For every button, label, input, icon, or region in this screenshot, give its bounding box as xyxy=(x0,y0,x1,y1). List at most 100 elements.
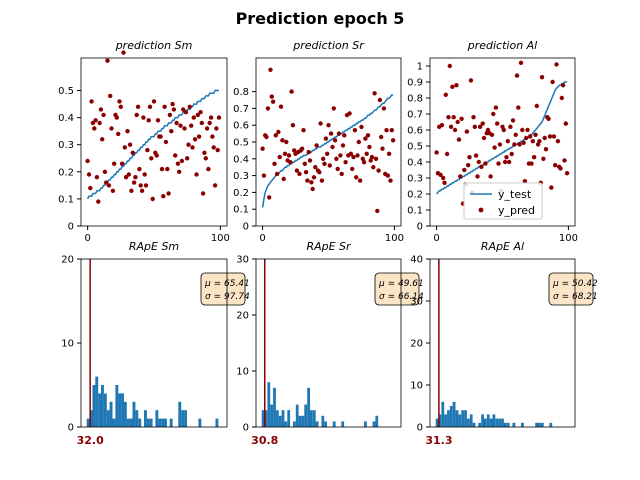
point-y-pred xyxy=(375,208,380,214)
y-tick-label: 0.5 xyxy=(58,86,74,97)
hist-bar xyxy=(135,410,139,427)
hist-bar xyxy=(455,410,459,427)
point-y-pred xyxy=(92,126,97,131)
point-y-pred xyxy=(167,112,173,118)
hist-bar xyxy=(447,410,450,427)
point-y-pred xyxy=(524,135,529,141)
point-y-pred xyxy=(357,178,363,183)
point-y-pred xyxy=(170,101,175,107)
hist-bar xyxy=(503,422,507,427)
hist-bar xyxy=(101,385,104,427)
subplot-6: 31.30 10 20 30 40 μ = 50.42σ = 68.21 RApE Al xyxy=(410,240,598,447)
hist-bar xyxy=(472,422,476,427)
point-y-pred xyxy=(555,139,561,144)
point-y-pred xyxy=(269,94,274,99)
point-y-pred xyxy=(118,104,124,110)
legend-point-swatch xyxy=(478,207,484,213)
point-y-pred xyxy=(480,121,485,126)
hist-bar xyxy=(169,418,173,427)
point-y-pred xyxy=(122,145,128,150)
hist-bar xyxy=(132,401,136,427)
hist-bar xyxy=(161,418,165,427)
point-y-pred xyxy=(162,104,167,110)
hist-bar xyxy=(264,410,268,427)
y-tick-label: 20 xyxy=(410,339,423,350)
hist-bar xyxy=(267,382,271,427)
y-tick-label: 0.1 xyxy=(233,205,249,216)
hist-bar xyxy=(489,418,493,427)
hist-bar xyxy=(321,415,325,427)
y-tick-label: 30 xyxy=(410,297,423,308)
point-y-pred xyxy=(369,154,375,160)
point-y-pred xyxy=(441,175,446,181)
point-y-pred xyxy=(216,115,222,120)
point-y-pred xyxy=(319,178,325,183)
x-tick-label: 0 xyxy=(433,233,439,244)
point-y-pred xyxy=(351,154,356,160)
point-y-pred xyxy=(451,115,456,120)
hist-bar xyxy=(324,421,327,427)
point-y-pred xyxy=(119,161,125,166)
point-y-pred xyxy=(306,149,311,155)
point-y-pred xyxy=(521,140,526,145)
point-y-pred xyxy=(311,175,317,180)
point-y-pred xyxy=(558,166,563,171)
point-y-pred xyxy=(327,163,332,168)
point-y-pred xyxy=(380,146,385,151)
point-y-pred xyxy=(342,133,347,138)
point-y-pred xyxy=(265,106,271,111)
point-y-pred xyxy=(182,126,187,131)
hist-bar xyxy=(364,421,367,427)
point-y-pred xyxy=(307,158,313,163)
hist-bar xyxy=(181,410,185,427)
y-tick-label: 0.6 xyxy=(233,121,249,132)
point-y-pred xyxy=(508,124,513,129)
series-line-y-test xyxy=(436,81,568,195)
point-y-pred xyxy=(86,172,92,177)
point-y-pred xyxy=(384,128,389,133)
y-tick-label: 10 xyxy=(410,381,423,392)
point-y-pred xyxy=(472,124,477,129)
hist-bar xyxy=(278,415,282,427)
point-y-pred xyxy=(173,153,178,158)
y-tick-label: 1 xyxy=(417,62,423,73)
hist-bar xyxy=(444,414,447,427)
point-y-pred xyxy=(127,142,133,147)
point-y-pred xyxy=(514,73,520,78)
hist-bar xyxy=(481,414,484,427)
hist-bar xyxy=(155,410,159,427)
point-y-pred xyxy=(314,143,319,148)
point-y-pred xyxy=(270,99,276,104)
point-y-pred xyxy=(530,139,535,144)
point-y-pred xyxy=(388,178,393,183)
hist-bar xyxy=(484,418,487,427)
point-y-pred xyxy=(476,159,481,165)
hist-bar xyxy=(89,410,93,427)
point-y-pred xyxy=(135,104,141,110)
point-y-pred xyxy=(280,138,285,143)
axes-frame xyxy=(80,57,228,227)
point-y-pred xyxy=(376,168,381,173)
hist-bar xyxy=(498,418,501,427)
point-y-pred xyxy=(491,111,496,117)
point-y-pred xyxy=(389,128,394,133)
point-y-pred xyxy=(264,134,269,140)
hist-bar xyxy=(115,385,119,427)
point-y-pred xyxy=(497,142,503,147)
point-y-pred xyxy=(551,134,557,139)
y-tick-label: 0.7 xyxy=(233,104,249,115)
point-y-pred xyxy=(467,155,472,160)
point-y-pred xyxy=(525,127,530,133)
point-y-pred xyxy=(446,115,451,120)
y-tick-label: 0.6 xyxy=(407,126,423,137)
point-y-pred xyxy=(90,120,96,126)
point-y-pred xyxy=(121,50,126,55)
hist-bar xyxy=(103,393,107,427)
hist-bar xyxy=(184,410,187,427)
hist-bar xyxy=(178,401,182,427)
point-y-pred xyxy=(310,186,315,192)
hist-bar xyxy=(106,410,110,427)
legend-frame xyxy=(463,182,543,220)
point-y-pred xyxy=(541,156,546,161)
point-y-pred xyxy=(288,160,293,165)
